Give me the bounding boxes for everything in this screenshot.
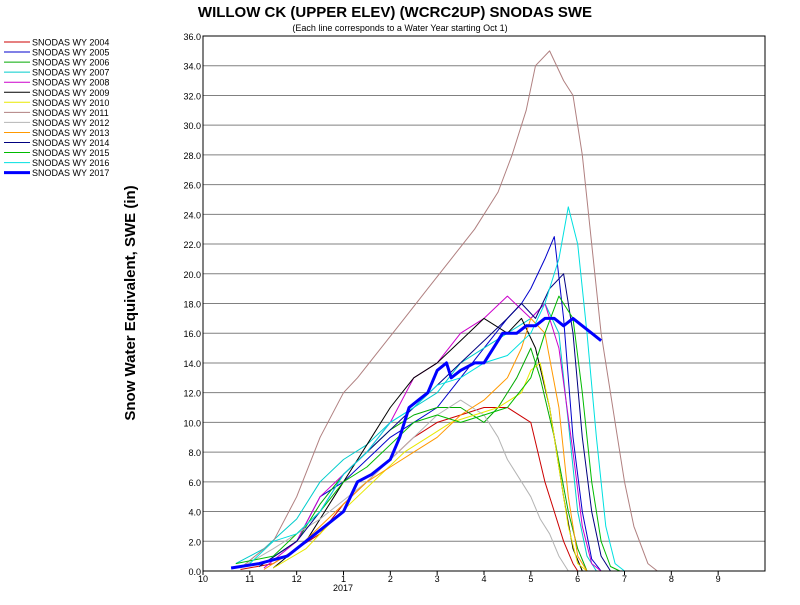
y-tick-label: 30.0 (183, 121, 201, 131)
y-tick-label: 10.0 (183, 418, 201, 428)
x-axis-year-label: 2017 (333, 583, 353, 593)
x-tick-label: 6 (575, 574, 580, 584)
legend-label: SNODAS WY 2005 (32, 48, 109, 58)
x-tick-label: 4 (481, 574, 486, 584)
x-tick-label: 7 (622, 574, 627, 584)
y-tick-label: 6.0 (188, 478, 201, 488)
y-tick-label: 16.0 (183, 329, 201, 339)
legend-label: SNODAS WY 2012 (32, 118, 109, 128)
series-line (273, 362, 588, 572)
y-tick-label: 36.0 (183, 32, 201, 42)
y-axis-ticks: 0.0 2.0 4.0 6.0 8.0 10.0 12.0 14.0 16.0 18.0 20.0 2… (183, 32, 201, 577)
y-tick-label: 0.0 (188, 567, 201, 577)
y-tick-label: 18.0 (183, 300, 201, 310)
series-lines (230, 50, 658, 572)
chart-title: WILLOW CK (UPPER ELEV) (WCRC2UP) SNODAS … (198, 4, 592, 21)
legend-label: SNODAS WY 2011 (32, 108, 109, 118)
y-tick-label: 34.0 (183, 62, 201, 72)
x-tick-label: 8 (669, 574, 674, 584)
y-tick-label: 22.0 (183, 240, 201, 250)
y-tick-label: 14.0 (183, 359, 201, 369)
legend-label: SNODAS WY 2016 (32, 158, 109, 168)
y-tick-label: 2.0 (188, 537, 201, 547)
y-axis-label: Snow Water Equivalent, SWE (in) (122, 185, 139, 420)
x-tick-label: 1 (341, 574, 346, 584)
y-tick-label: 28.0 (183, 151, 201, 161)
x-tick-label: 11 (245, 574, 254, 584)
x-tick-label: 10 (198, 574, 208, 584)
legend-label: SNODAS WY 2014 (32, 138, 109, 148)
x-tick-label: 5 (528, 574, 533, 584)
y-tick-label: 20.0 (183, 270, 201, 280)
legend-label: SNODAS WY 2004 (32, 38, 109, 48)
series-line (235, 295, 621, 572)
plot-frame (202, 35, 766, 572)
x-axis-ticks: 10 11 12 1 2 3 4 5 6 7 8 9 (198, 571, 721, 584)
series-line (235, 303, 597, 572)
x-tick-label: 12 (292, 574, 302, 584)
series-line (263, 317, 588, 572)
series-line (263, 295, 602, 572)
series-line (240, 399, 569, 572)
legend-label: SNODAS WY 2007 (32, 68, 109, 78)
y-tick-label: 32.0 (183, 91, 201, 101)
series-line (258, 236, 602, 572)
chart-subtitle: (Each line corresponds to a Water Year s… (292, 23, 507, 33)
series-line (230, 316, 603, 570)
grid (203, 35, 765, 572)
legend-label: SNODAS WY 2009 (32, 88, 109, 98)
series-line (240, 50, 658, 572)
y-tick-label: 12.0 (183, 389, 201, 399)
legend-label: SNODAS WY 2013 (32, 128, 109, 138)
y-tick-label: 4.0 (188, 508, 201, 518)
legend-label: SNODAS WY 2017 (32, 168, 109, 178)
x-tick-label: 3 (435, 574, 440, 584)
x-tick-label: 2 (388, 574, 393, 584)
y-tick-label: 8.0 (188, 448, 201, 458)
x-tick-label: 9 (716, 574, 721, 584)
legend-label: SNODAS WY 2006 (32, 58, 109, 68)
legend-label: SNODAS WY 2008 (32, 78, 109, 88)
y-tick-label: 26.0 (183, 181, 201, 191)
legend-label: SNODAS WY 2015 (32, 148, 109, 158)
y-tick-label: 24.0 (183, 210, 201, 220)
legend-label: SNODAS WY 2010 (32, 98, 109, 108)
series-line (249, 206, 625, 572)
